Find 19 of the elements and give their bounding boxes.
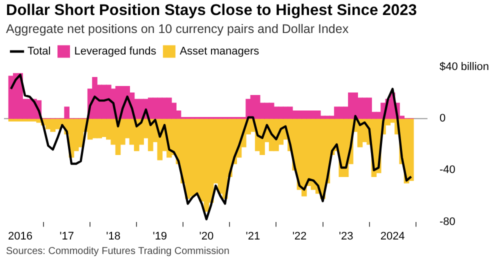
legend-label: Leveraged funds bbox=[74, 46, 157, 58]
y-tick-label: $40 billion bbox=[439, 61, 490, 74]
x-tick-label: '20 bbox=[199, 230, 214, 242]
y-tick-label: -40 bbox=[439, 164, 456, 176]
x-tick-label: 2024 bbox=[380, 230, 405, 242]
source-note: Sources: Commodity Futures Trading Commission bbox=[6, 246, 230, 257]
y-tick-label: 0 bbox=[439, 112, 446, 125]
legend-label: Total bbox=[28, 46, 51, 58]
x-tick-label: '22 bbox=[292, 230, 307, 242]
chart-title: Dollar Short Position Stays Close to Highest Since 2023 bbox=[6, 2, 417, 20]
x-tick-label: 2016 bbox=[8, 230, 33, 242]
y-tick-label: -80 bbox=[439, 216, 456, 228]
x-tick-label: '18 bbox=[106, 230, 121, 242]
x-tick-label: '23 bbox=[338, 230, 354, 242]
chart-subtitle: Aggregate net positions on 10 currency pairs and Dollar Index bbox=[6, 22, 349, 36]
x-tick-label: '17 bbox=[60, 230, 74, 242]
x-tick-label: '21 bbox=[246, 230, 260, 242]
legend-label: Asset managers bbox=[180, 46, 260, 58]
x-tick-label: '19 bbox=[152, 230, 168, 242]
